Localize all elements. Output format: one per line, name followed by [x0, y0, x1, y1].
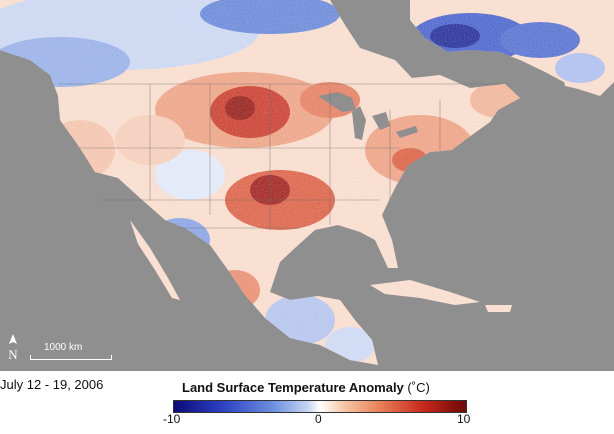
north-label: N	[8, 347, 18, 362]
legend-colorbar	[173, 400, 467, 413]
north-arrow-icon: N	[5, 334, 21, 362]
legend-unit: (˚C)	[407, 380, 430, 395]
scale-label: 1000 km	[44, 342, 83, 353]
legend-tick-max: 10	[457, 412, 471, 426]
map-graphic	[0, 0, 614, 365]
legend-tick-zero: 0	[315, 412, 322, 426]
legend-title-text: Land Surface Temperature Anomaly	[182, 380, 404, 395]
legend-tick-min: -10	[163, 412, 181, 426]
temperature-anomaly-map	[0, 0, 614, 371]
date-label: July 12 - 19, 2006	[0, 377, 104, 392]
legend-title: Land Surface Temperature Anomaly (˚C)	[182, 380, 430, 395]
scale-bar	[30, 355, 112, 360]
